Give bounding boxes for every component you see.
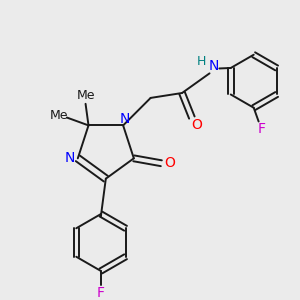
Text: O: O	[191, 118, 202, 132]
Text: Me: Me	[50, 109, 68, 122]
Text: N: N	[208, 58, 219, 73]
Text: O: O	[165, 156, 176, 170]
Text: H: H	[197, 55, 206, 68]
Text: N: N	[65, 151, 75, 165]
Text: F: F	[258, 122, 266, 136]
Text: N: N	[120, 112, 130, 125]
Text: Me: Me	[76, 89, 95, 103]
Text: F: F	[97, 286, 105, 300]
